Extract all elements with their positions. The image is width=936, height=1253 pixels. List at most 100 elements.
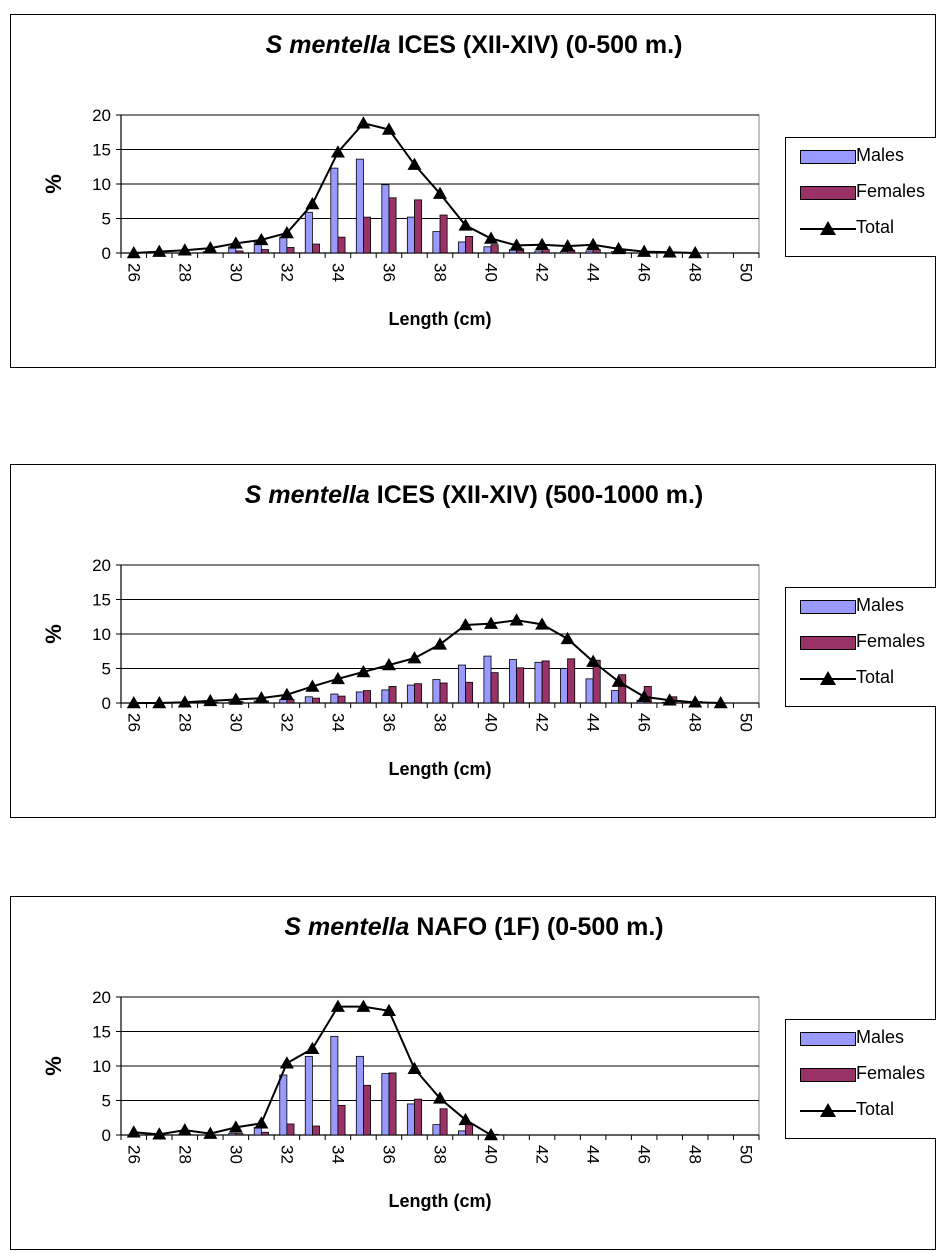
bar-females xyxy=(465,236,474,254)
x-tick-label: 42 xyxy=(533,713,552,732)
bar-males xyxy=(279,699,288,704)
bar-males xyxy=(585,678,594,704)
point-marker-total xyxy=(407,1061,422,1075)
y-tick-label: 20 xyxy=(92,988,111,1007)
bar-females xyxy=(439,1108,448,1136)
legend-swatch-females xyxy=(800,186,856,200)
bar-males xyxy=(611,690,620,704)
x-tick-label: 30 xyxy=(226,263,245,282)
point-marker-total xyxy=(305,1041,320,1054)
bar-males xyxy=(279,1074,288,1136)
legend-label-males: Males xyxy=(856,1027,905,1047)
bar-females xyxy=(235,250,244,254)
point-marker-total xyxy=(330,145,345,158)
y-tick-label: 15 xyxy=(92,141,111,160)
x-tick-label: 44 xyxy=(584,713,603,732)
legend-label-total: Total xyxy=(856,217,895,237)
bar-females xyxy=(260,1131,269,1136)
point-marker-total xyxy=(126,246,141,259)
point-marker-total xyxy=(407,157,422,170)
point-marker-total xyxy=(279,225,294,239)
x-tick-label: 26 xyxy=(124,263,143,282)
legend-swatch-females xyxy=(800,636,856,650)
bar-males xyxy=(406,684,415,704)
legend-label-males: Males xyxy=(856,145,905,165)
y-tick-label: 5 xyxy=(102,210,111,229)
point-marker-total xyxy=(228,1120,243,1133)
chart-title-rest: NAFO (1F) (0-500 m.) xyxy=(409,913,664,941)
bar-females xyxy=(337,695,346,704)
bar-males xyxy=(585,250,594,254)
x-tick-label: 32 xyxy=(277,263,296,282)
legend-label-males: Males xyxy=(856,595,905,615)
x-axis-title: Length (cm) xyxy=(389,309,492,329)
point-marker-total xyxy=(688,246,703,259)
chart-plot: 0 5 10 15 20 26 28 30 32 34 36 38 40 42 44 46 48 50 Length… xyxy=(41,106,760,329)
bar-males xyxy=(534,250,543,254)
point-marker-total xyxy=(637,244,652,257)
bar-females xyxy=(286,1123,295,1136)
bar-males xyxy=(483,246,492,254)
bar-females xyxy=(388,686,397,704)
point-marker-total xyxy=(586,237,601,250)
point-marker-total xyxy=(560,631,575,645)
chart-panel-3: S mentella NAFO (1F) (0-500 m.) 0 5 10 15 20… xyxy=(10,896,936,1250)
x-tick-label: 44 xyxy=(584,1145,603,1164)
bar-males xyxy=(304,211,313,254)
bar-females xyxy=(363,216,371,254)
point-marker-total xyxy=(152,1127,167,1140)
legend-label-females: Females xyxy=(856,181,926,201)
x-tick-label: 30 xyxy=(226,713,245,732)
bar-males xyxy=(509,659,517,704)
bar-males xyxy=(560,668,569,704)
x-tick-label: 46 xyxy=(635,1145,654,1164)
bar-males xyxy=(381,184,390,254)
bar-males xyxy=(432,679,441,704)
legend-label-total: Total xyxy=(856,667,895,687)
y-tick-label: 15 xyxy=(92,591,111,610)
bar-females xyxy=(490,244,499,254)
y-tick-label: 10 xyxy=(92,625,111,644)
x-tick-label: 42 xyxy=(533,263,552,282)
chart-title-rest: ICES (XII-XIV) (500-1000 m.) xyxy=(369,481,704,509)
bar-females xyxy=(311,697,320,704)
point-marker-total xyxy=(203,241,218,254)
point-marker-total xyxy=(535,237,550,250)
point-marker-total xyxy=(203,1126,218,1139)
x-tick-label: 38 xyxy=(431,263,450,282)
bar-females xyxy=(541,660,550,704)
bar-males xyxy=(355,1055,364,1136)
y-tick-label: 10 xyxy=(92,1057,111,1076)
chart-panel-2: S mentella ICES (XII-XIV) (500-1000 m.) … xyxy=(10,464,936,818)
bar-females xyxy=(388,197,397,254)
bar-males xyxy=(457,241,466,254)
x-tick-label: 50 xyxy=(737,263,756,282)
legend-item-total: Total xyxy=(786,1096,936,1126)
point-marker-total xyxy=(228,236,243,249)
point-marker-total xyxy=(356,664,371,678)
bar-females xyxy=(567,658,576,704)
bar-males xyxy=(355,691,364,704)
bar-females xyxy=(311,1125,320,1136)
chart-title-species: S mentella xyxy=(265,31,391,59)
legend-item-males: Males xyxy=(786,142,936,172)
bar-females xyxy=(465,1123,474,1136)
legend-item-males: Males xyxy=(786,1024,936,1054)
x-tick-label: 30 xyxy=(226,1145,245,1164)
y-tick-label: 5 xyxy=(102,1092,111,1111)
legend-label-females: Females xyxy=(856,631,926,651)
point-marker-total xyxy=(152,696,167,709)
legend-item-total: Total xyxy=(786,664,936,694)
bar-females xyxy=(388,1072,397,1136)
x-tick-label: 48 xyxy=(686,1145,705,1164)
x-tick-label: 42 xyxy=(533,1145,552,1164)
bar-females xyxy=(490,672,499,704)
legend-item-females: Females xyxy=(786,1060,936,1090)
bar-females xyxy=(414,1098,423,1136)
point-marker-total xyxy=(381,1003,396,1017)
legend-swatch-males xyxy=(800,150,856,164)
chart-title-rest: ICES (XII-XIV) (0-500 m.) xyxy=(390,31,683,59)
x-tick-label: 46 xyxy=(635,263,654,282)
point-marker-total xyxy=(611,674,626,687)
bar-males xyxy=(432,1124,441,1136)
